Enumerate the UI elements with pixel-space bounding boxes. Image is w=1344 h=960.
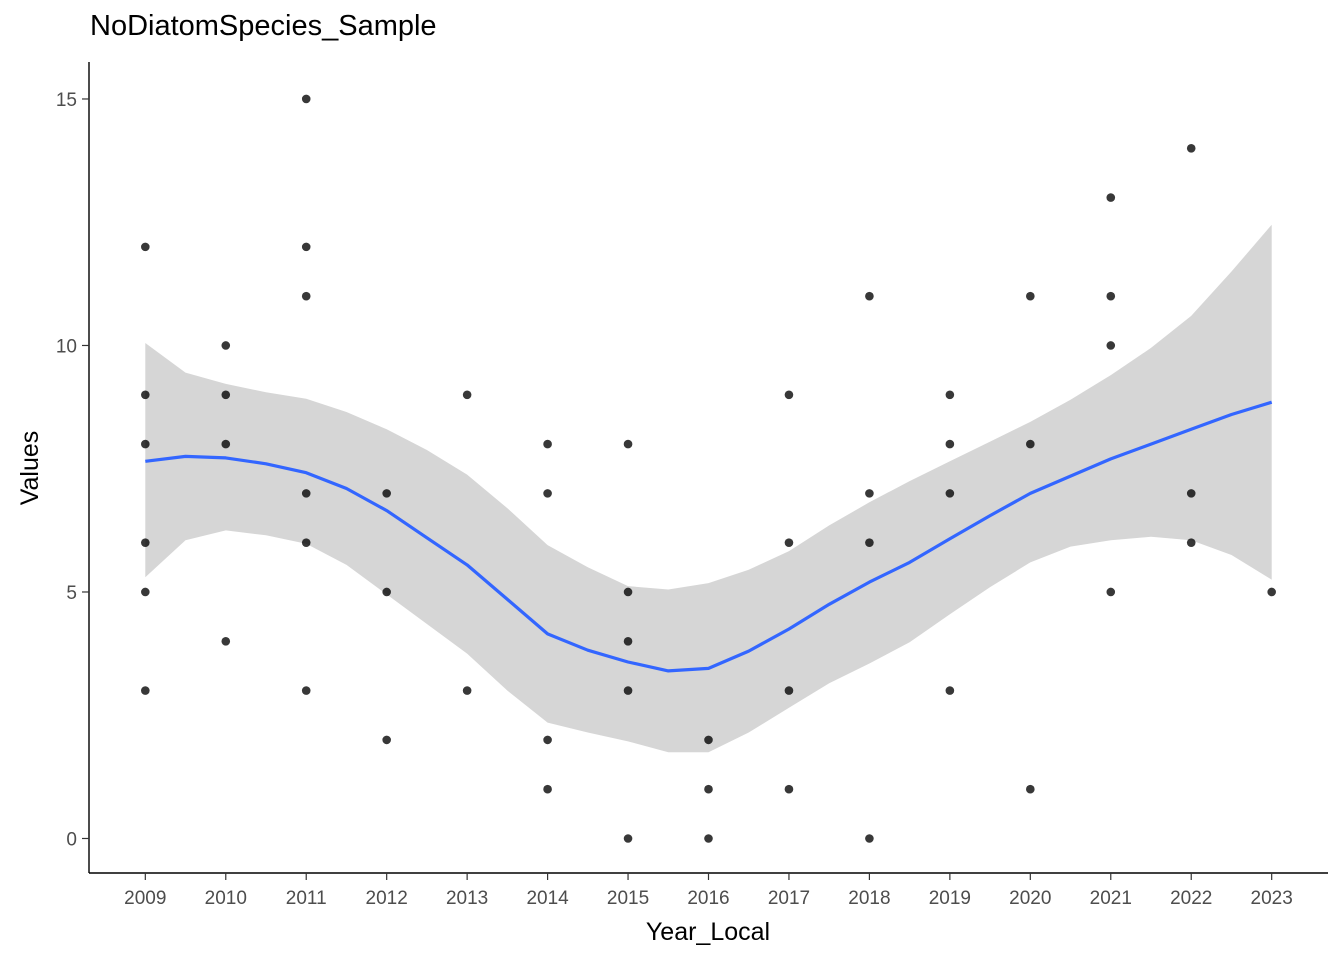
x-tick-label: 2020: [1009, 888, 1051, 909]
x-tick-label: 2013: [446, 888, 488, 909]
data-point: [784, 784, 794, 794]
data-point: [543, 489, 552, 498]
data-point: [623, 439, 633, 449]
data-point: [141, 242, 150, 252]
x-ticks: 2009 2010 2011 2012 2013 2014 2015 2016 2017 2018…: [124, 873, 1293, 909]
data-point: [1186, 143, 1196, 153]
data-point: [623, 636, 633, 646]
y-ticks: 0 5 10 15: [56, 90, 89, 850]
data-point: [784, 538, 794, 547]
smooth-line-layer: [145, 400, 1273, 673]
data-point: [382, 489, 391, 498]
data-point: [1186, 489, 1196, 498]
data-point: [1026, 439, 1035, 449]
data-point: [543, 784, 552, 794]
data-point: [623, 587, 633, 597]
data-point: [1106, 587, 1116, 597]
data-point: [301, 291, 311, 301]
x-tick-label: 2010: [205, 888, 247, 909]
confidence-band-layer: [145, 224, 1272, 753]
y-axis-title: Values: [16, 431, 44, 506]
data-point: [623, 686, 633, 695]
data-point: [141, 390, 150, 400]
data-point: [301, 538, 311, 547]
x-tick-label: 2022: [1170, 888, 1212, 909]
data-point: [301, 94, 311, 104]
data-point: [221, 390, 231, 400]
y-tick-label: 5: [66, 583, 77, 604]
data-point: [221, 439, 231, 449]
y-tick-label: 10: [56, 336, 77, 357]
data-point: [1186, 538, 1196, 547]
data-point: [141, 538, 150, 547]
data-point: [945, 439, 955, 449]
x-tick-label: 2015: [607, 888, 649, 909]
data-point: [141, 439, 150, 449]
data-point: [462, 686, 472, 695]
data-point: [865, 538, 874, 547]
data-point: [301, 489, 311, 498]
x-tick-label: 2009: [124, 888, 166, 909]
data-point: [865, 834, 874, 843]
y-tick-label: 15: [56, 90, 77, 111]
data-point: [462, 390, 472, 400]
data-point: [543, 735, 552, 745]
x-tick-label: 2018: [848, 888, 890, 909]
points-layer: [141, 94, 1276, 843]
data-point: [301, 242, 311, 252]
data-point: [945, 390, 955, 400]
confidence-band: [145, 224, 1272, 753]
data-point: [865, 489, 874, 498]
data-point: [784, 390, 794, 400]
data-point: [1106, 341, 1116, 350]
data-point: [784, 686, 794, 695]
data-point: [1026, 784, 1035, 794]
y-tick-label: 0: [66, 829, 77, 850]
data-point: [221, 341, 231, 350]
x-tick-label: 2017: [768, 888, 810, 909]
data-point: [1106, 193, 1116, 202]
x-tick-label: 2012: [366, 888, 408, 909]
x-axis-title: Year_Local: [646, 918, 770, 946]
data-point: [945, 686, 955, 695]
data-point: [945, 489, 955, 498]
smooth-line: [145, 400, 1273, 673]
data-point: [1026, 291, 1035, 301]
data-point: [865, 291, 874, 301]
data-point: [141, 587, 150, 597]
x-tick-label: 2019: [929, 888, 971, 909]
x-tick-label: 2011: [286, 888, 327, 909]
chart-title: NoDiatomSpecies_Sample: [90, 10, 437, 42]
data-point: [141, 686, 150, 695]
data-point: [623, 834, 633, 843]
data-point: [382, 735, 391, 745]
x-tick-label: 2014: [526, 888, 569, 909]
data-point: [301, 686, 311, 695]
data-point: [1267, 587, 1276, 597]
data-point: [704, 784, 713, 794]
data-point: [1106, 291, 1116, 301]
data-point: [382, 587, 391, 597]
x-tick-label: 2021: [1090, 888, 1132, 909]
x-tick-label: 2016: [687, 888, 729, 909]
data-point: [543, 439, 552, 449]
data-point: [221, 636, 231, 646]
data-point: [704, 834, 713, 843]
data-point: [704, 735, 713, 745]
x-tick-label: 2023: [1251, 888, 1293, 909]
